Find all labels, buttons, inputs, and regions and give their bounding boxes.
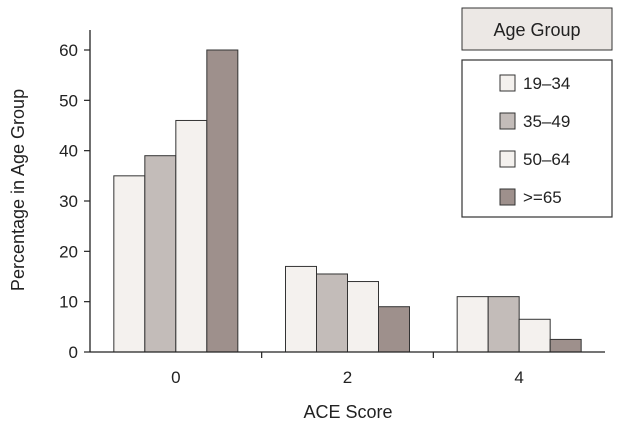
legend-label: 19–34 [523,74,570,93]
x-ticks: 0 2 4 [171,352,524,387]
legend-items: 19–34 35–49 50–64 >=65 [499,74,570,207]
x-axis-title: ACE Score [303,402,392,422]
legend-swatch [499,188,516,206]
bar-4-series-4 [549,338,582,353]
legend-title: Age Group [493,20,580,40]
bar-0-series-4 [206,49,239,353]
y-tick-label: 40 [59,142,78,161]
y-tick-label: 30 [59,192,78,211]
legend-swatch [499,74,516,92]
bar-2-series-1 [285,265,317,353]
legend-label: 35–49 [523,112,570,131]
axes-layer [89,30,605,353]
y-ticks: 0 10 20 30 40 50 60 [59,41,90,362]
legend-label: 50–64 [523,150,570,169]
legend: Age Group 19–34 35–49 50–64 >=65 [461,7,613,218]
bar-2-series-2 [316,273,348,353]
legend-box [461,59,613,218]
bar-2-series-3 [347,281,379,353]
bar-4-series-3 [518,318,551,353]
y-tick-label: 60 [59,41,78,60]
bar-0-series-3 [175,119,208,353]
legend-title-box [461,7,613,51]
x-tick-label: 2 [343,368,352,387]
bar-4-series-2 [487,296,520,353]
x-tick-label: 4 [514,368,523,387]
y-tick-label: 50 [59,91,78,110]
legend-label: >=65 [523,188,562,207]
bars-layer [113,49,582,353]
y-axis-title: Percentage in Age Group [8,89,28,291]
x-tick-label: 0 [171,368,180,387]
bar-0-series-2 [144,155,177,353]
y-tick-label: 20 [59,242,78,261]
legend-swatch [499,112,516,130]
legend-swatch [499,150,516,168]
y-tick-label: 10 [59,293,78,312]
y-tick-label: 0 [69,343,78,362]
bar-0-series-1 [113,175,146,353]
bar-4-series-1 [456,296,489,353]
bar-2-series-4 [378,306,410,353]
